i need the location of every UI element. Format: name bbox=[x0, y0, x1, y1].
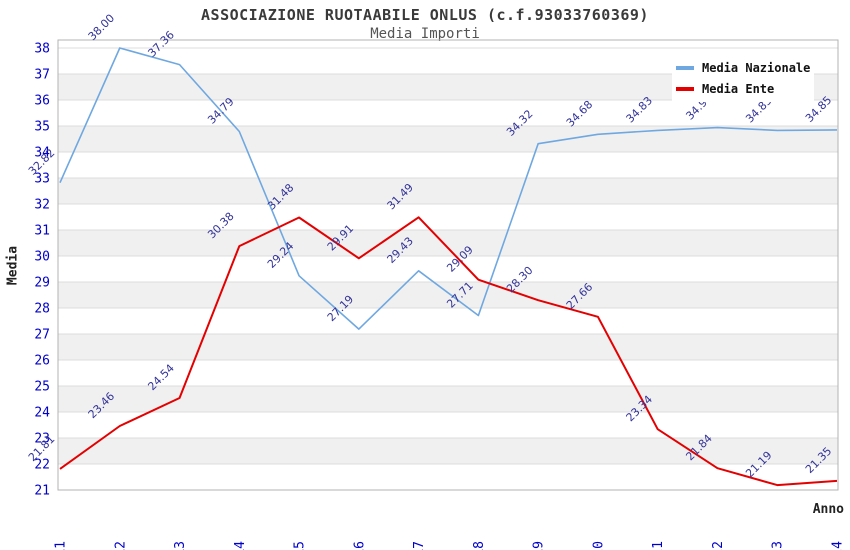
x-axis-title: Anno bbox=[812, 502, 844, 517]
legend-swatch-media-nazionale bbox=[676, 66, 694, 70]
y-tick-label: 33 bbox=[34, 172, 50, 187]
y-tick-label: 30 bbox=[34, 250, 50, 265]
x-tick-label: 2015 bbox=[293, 541, 308, 550]
legend-item-media-nazionale: Media Nazionale bbox=[672, 61, 814, 75]
legend: Media Nazionale Media Ente bbox=[672, 55, 814, 102]
y-tick-label: 26 bbox=[34, 354, 50, 369]
y-tick-label: 34 bbox=[34, 146, 50, 161]
y-tick-label: 38 bbox=[34, 42, 50, 57]
series-line-media-nazionale bbox=[59, 47, 838, 330]
y-tick-label: 28 bbox=[34, 302, 50, 317]
x-tick-label: 2011 bbox=[54, 541, 69, 550]
chart-subtitle: Media Importi bbox=[370, 26, 480, 42]
x-tick-label: 2020 bbox=[591, 541, 606, 550]
x-tick-label: 2019 bbox=[532, 541, 547, 550]
y-tick-label: 31 bbox=[34, 224, 50, 239]
y-tick-label: 37 bbox=[34, 68, 50, 83]
legend-label: Media Ente bbox=[702, 82, 775, 96]
x-tick-label: 2016 bbox=[352, 541, 367, 550]
y-tick-label: 36 bbox=[34, 94, 50, 109]
x-tick-label: 2014 bbox=[233, 541, 248, 550]
legend-label: Media Nazionale bbox=[702, 61, 811, 75]
legend-item-media-ente: Media Ente bbox=[672, 82, 814, 96]
y-tick-label: 32 bbox=[34, 198, 50, 213]
plot-bands bbox=[58, 48, 838, 490]
y-tick-labels: 21 22 23 24 25 26 27 28 29 30 31 32 33 34 35 36 37 38 bbox=[34, 42, 50, 499]
legend-swatch-media-ente bbox=[676, 87, 694, 91]
series-line-media-ente bbox=[59, 216, 838, 487]
x-tick-labels: 2011 2012 2013 2014 2015 2016 2017 2018 2019 2020… bbox=[54, 541, 846, 550]
x-tick-label: 2022 bbox=[711, 541, 726, 550]
x-tick-label: 2018 bbox=[472, 541, 487, 550]
y-tick-label: 23 bbox=[34, 432, 50, 447]
y-tick-label: 24 bbox=[34, 406, 50, 421]
x-tick-label: 2023 bbox=[771, 541, 786, 550]
x-tick-label: 2021 bbox=[651, 541, 666, 550]
y-tick-label: 25 bbox=[34, 380, 50, 395]
y-axis-title: Media bbox=[5, 245, 21, 286]
y-tick-label: 21 bbox=[34, 484, 50, 499]
y-tick-label: 27 bbox=[34, 328, 50, 343]
x-tick-label: 2013 bbox=[173, 541, 188, 550]
y-tick-label: 22 bbox=[34, 458, 50, 473]
data-label: 38.00 bbox=[86, 12, 117, 43]
x-tick-label: 2024 bbox=[831, 541, 846, 550]
x-tick-label: 2012 bbox=[113, 541, 128, 550]
chart-title: ASSOCIAZIONE RUOTAABILE ONLUS (c.f.93033… bbox=[201, 6, 649, 24]
plot-frame bbox=[57, 39, 839, 491]
x-tick-label: 2017 bbox=[412, 541, 427, 550]
y-tick-label: 35 bbox=[34, 120, 50, 135]
y-tick-label: 29 bbox=[34, 276, 50, 291]
